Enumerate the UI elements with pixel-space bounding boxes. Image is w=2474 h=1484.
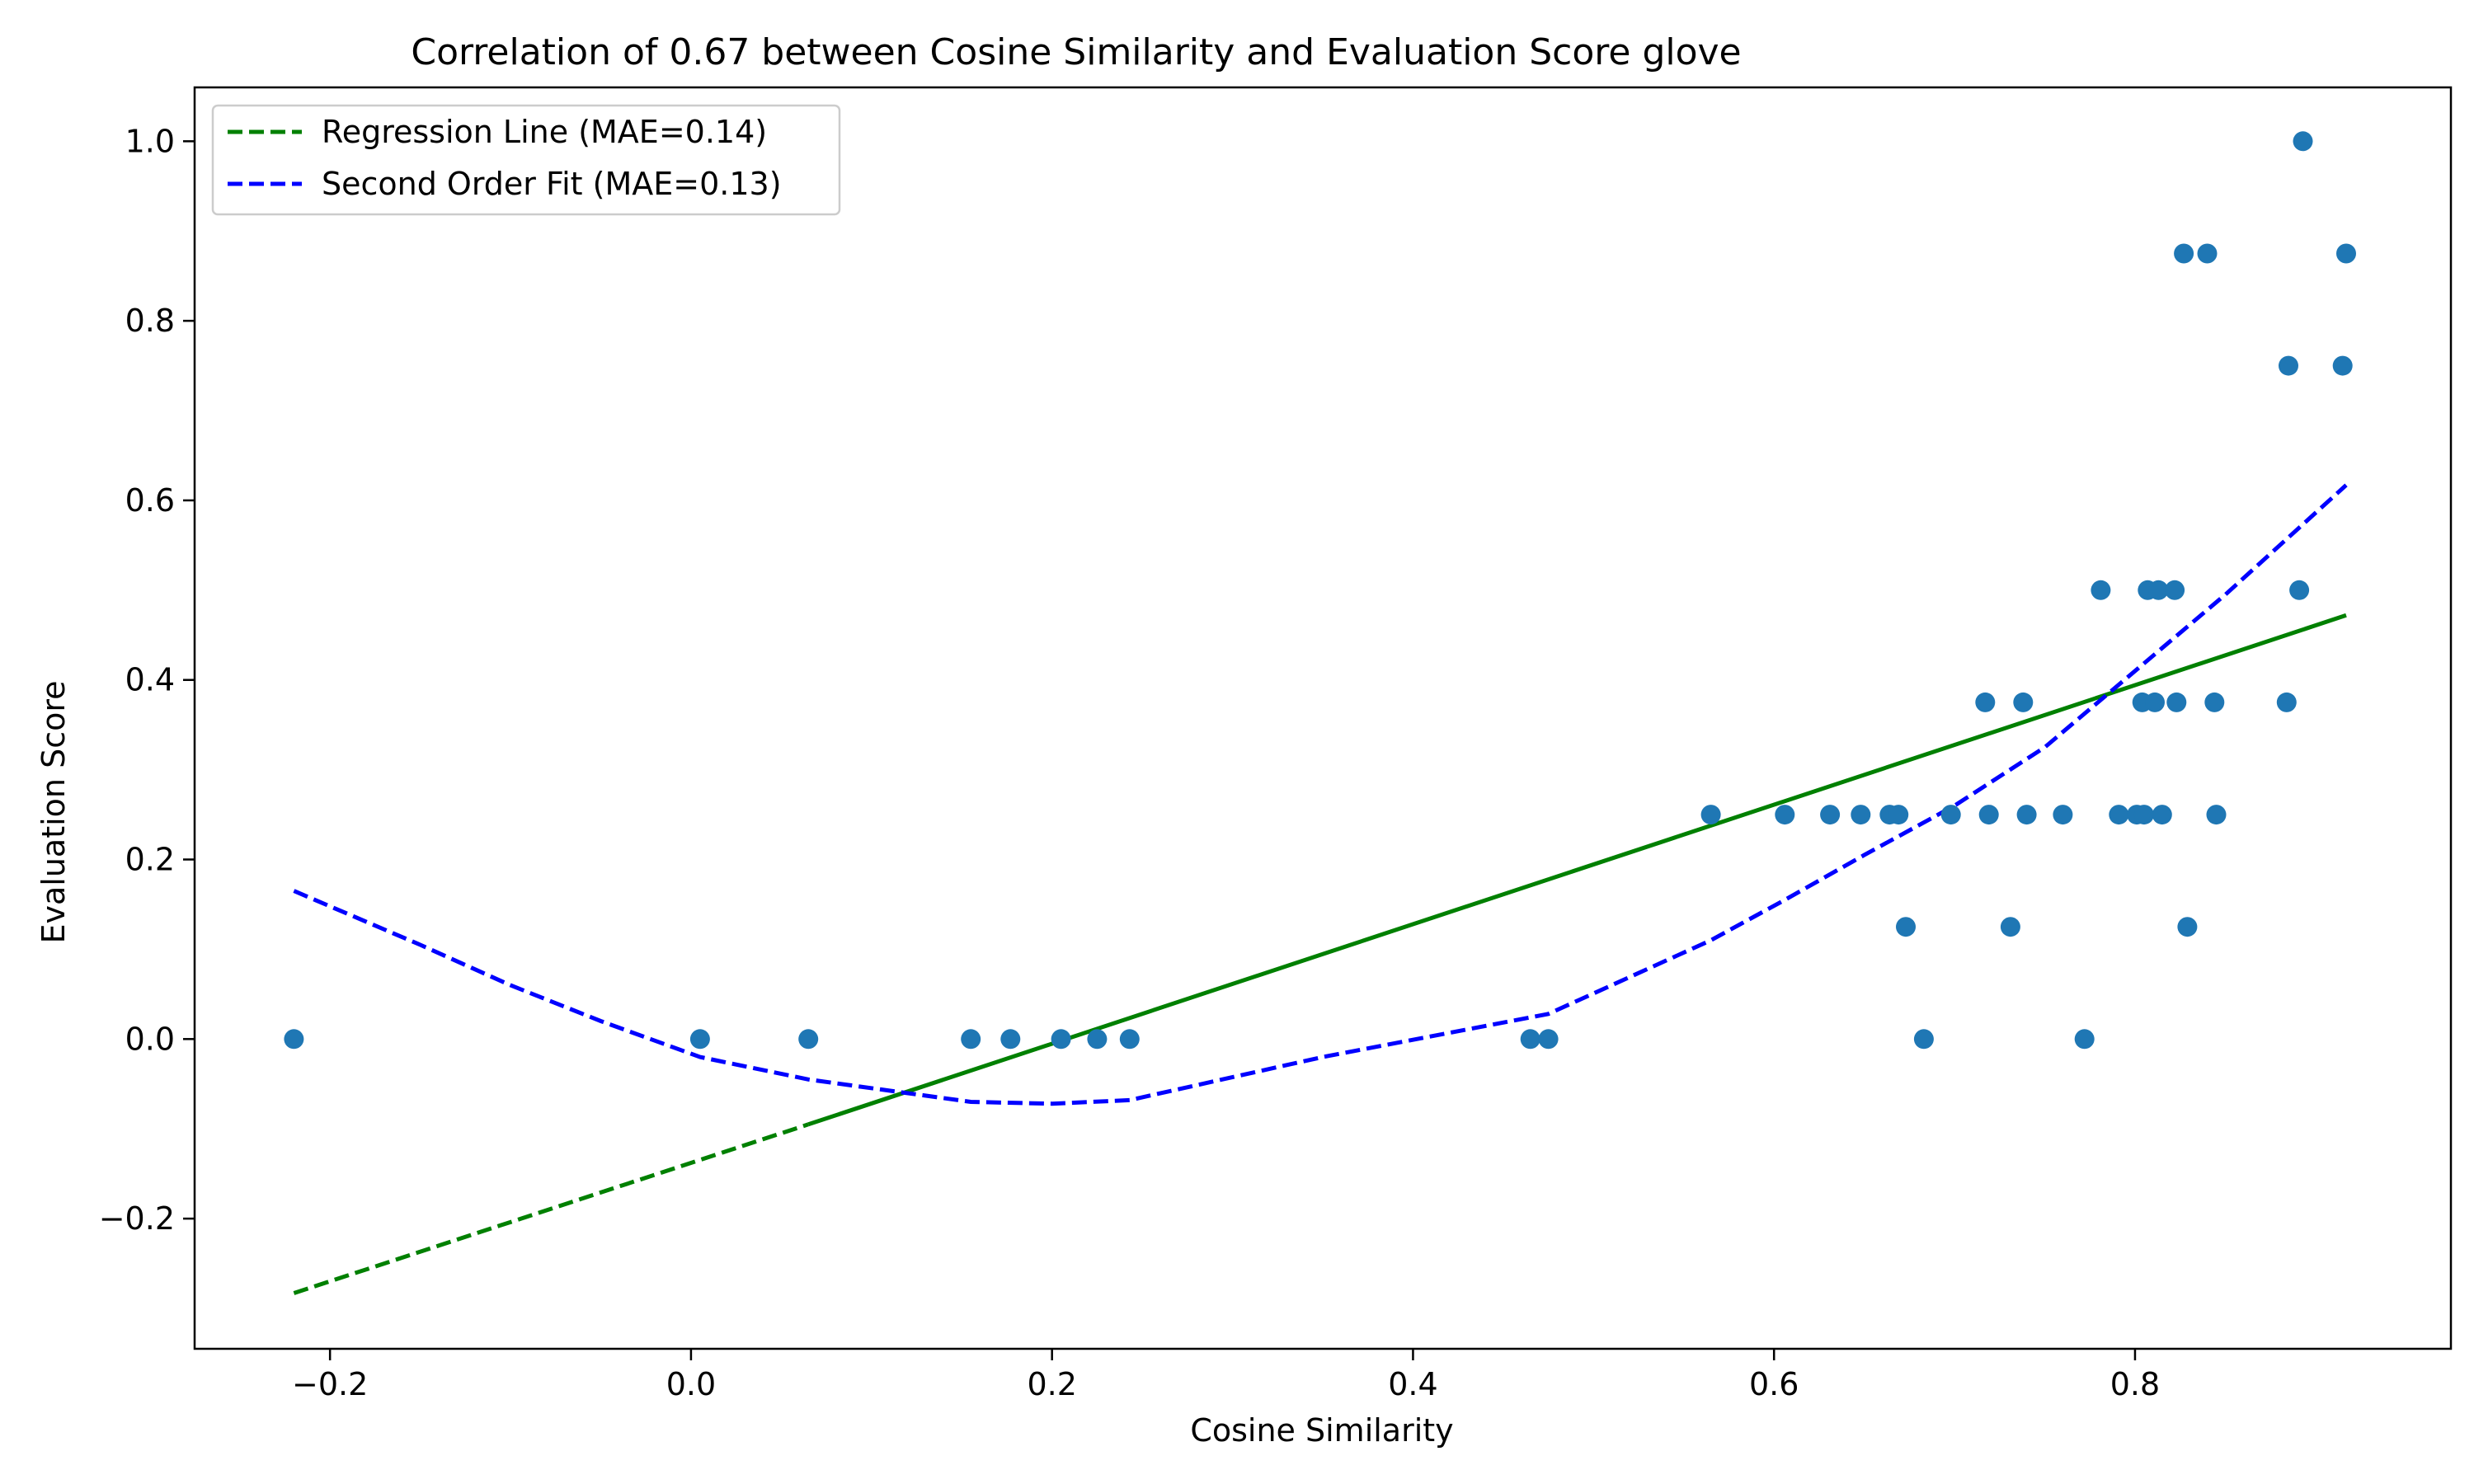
y-tick-label-0: −0.2 [99, 1200, 175, 1237]
data-point-12 [1820, 805, 1841, 825]
y-tick-label-4: 0.6 [125, 482, 175, 519]
legend: Regression Line (MAE=0.14) Second Order … [211, 104, 841, 216]
data-point-34 [2152, 805, 2172, 825]
data-point-42 [2276, 692, 2297, 712]
data-point-47 [2336, 243, 2356, 264]
y-tick-label-5: 0.8 [125, 303, 175, 339]
data-point-20 [1978, 805, 1999, 825]
x-tick-label-4: 0.6 [1749, 1366, 1799, 1402]
data-point-6 [1087, 1029, 1108, 1050]
x-axis-label: Cosine Similarity [1190, 1412, 1453, 1449]
y-tick-label-2: 0.2 [125, 842, 175, 878]
data-point-44 [2289, 580, 2310, 600]
axes-frame [193, 86, 2453, 1350]
x-tick-label-3: 0.4 [1388, 1366, 1437, 1402]
data-point-15 [1888, 805, 1909, 825]
data-point-25 [2074, 1029, 2095, 1050]
plot-area: −0.2 0.0 0.2 0.4 0.6 0.8 −0.2 0.0 0.2 0.4 0.6 0.8 1.… [99, 86, 2453, 1402]
chart-title: Correlation of 0.67 between Cosine Simil… [411, 31, 1741, 73]
series-line-0 [293, 1122, 809, 1295]
data-point-24 [2053, 805, 2073, 825]
data-point-35 [2165, 580, 2185, 600]
x-tick-label-5: 0.8 [2110, 1366, 2160, 1402]
x-tick-label-2: 0.2 [1027, 1366, 1076, 1402]
data-point-7 [1119, 1029, 1140, 1050]
legend-label-second-order: Second Order Fit (MAE=0.13) [322, 166, 782, 202]
legend-frame [211, 104, 841, 216]
data-point-8 [1520, 1029, 1540, 1050]
data-point-11 [1775, 805, 1795, 825]
data-point-19 [1975, 692, 1996, 712]
x-tick-label-1: 0.0 [666, 1366, 716, 1402]
y-axis-label: Evaluation Score [35, 680, 72, 943]
data-point-9 [1538, 1029, 1559, 1050]
legend-label-regression: Regression Line (MAE=0.14) [322, 114, 767, 150]
data-point-41 [2206, 805, 2227, 825]
data-point-2 [798, 1029, 819, 1050]
data-point-45 [2293, 131, 2313, 152]
data-point-1 [689, 1029, 710, 1050]
data-point-17 [1913, 1029, 1934, 1050]
data-point-23 [2016, 805, 2037, 825]
data-point-39 [2197, 243, 2218, 264]
series-line-2 [293, 483, 2348, 1106]
y-tick-label-3: 0.4 [125, 662, 175, 698]
x-tick-label-0: −0.2 [292, 1366, 368, 1402]
data-point-13 [1851, 805, 1871, 825]
data-point-21 [2000, 917, 2020, 937]
data-point-40 [2204, 692, 2225, 712]
data-point-46 [2332, 355, 2353, 376]
data-point-22 [2013, 692, 2034, 712]
data-point-18 [1940, 805, 1961, 825]
data-point-32 [2145, 692, 2165, 712]
data-point-33 [2148, 580, 2169, 600]
y-tick-label-1: 0.0 [125, 1021, 175, 1057]
data-point-10 [1700, 805, 1721, 825]
data-point-5 [1051, 1029, 1071, 1050]
data-point-26 [2091, 580, 2111, 600]
data-point-30 [2133, 805, 2154, 825]
data-point-36 [2166, 692, 2187, 712]
data-point-4 [1000, 1029, 1021, 1050]
data-point-16 [1896, 917, 1916, 937]
data-point-3 [961, 1029, 981, 1050]
data-point-27 [2109, 805, 2129, 825]
data-point-37 [2174, 243, 2194, 264]
data-point-0 [284, 1029, 304, 1050]
data-point-43 [2279, 355, 2298, 376]
y-tick-label-6: 1.0 [125, 123, 175, 159]
data-point-38 [2177, 917, 2198, 937]
